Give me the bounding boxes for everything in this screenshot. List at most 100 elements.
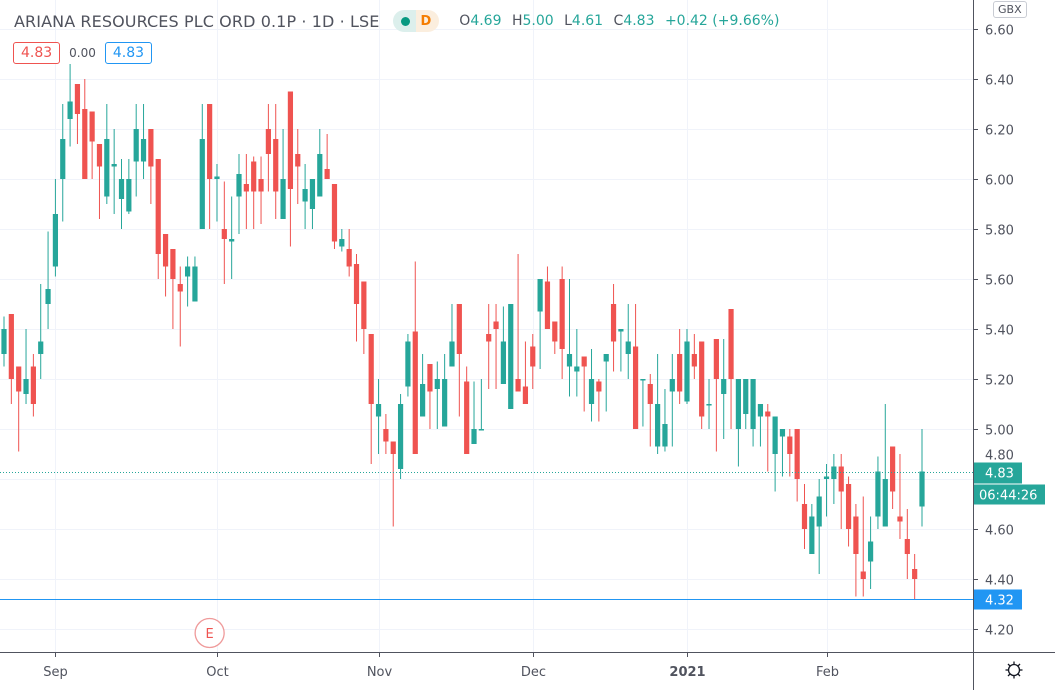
price-tick-label: 6.20 <box>985 124 1014 139</box>
candle-body <box>207 104 213 179</box>
candle-body <box>552 321 558 342</box>
candle-up <box>126 159 132 214</box>
time-axis[interactable]: Sep Oct Nov Dec 2021 Feb <box>43 652 839 680</box>
candle-down <box>596 379 602 422</box>
candle-body <box>1 329 7 354</box>
price-tick-label: 5.80 <box>985 224 1014 239</box>
candle-up <box>662 389 668 452</box>
price-tick-label: 4.20 <box>985 624 1014 639</box>
candle-up <box>185 256 191 307</box>
candle-down <box>794 429 800 502</box>
candle-body <box>89 111 95 142</box>
candle-body <box>699 341 705 417</box>
candle-body <box>530 346 536 367</box>
change-value: +0.42 (+9.66%) <box>664 13 780 29</box>
candle-body <box>8 314 14 379</box>
candle-body <box>706 404 712 406</box>
candle-up <box>574 329 580 397</box>
candle-body <box>258 179 264 192</box>
last-price-label: 4.83 <box>985 467 1014 482</box>
candle-body <box>148 129 154 167</box>
candle-up <box>500 306 506 384</box>
candle-body <box>728 309 734 379</box>
candle-up <box>60 104 66 222</box>
candle-body <box>471 429 477 444</box>
candle-body <box>765 411 771 417</box>
candle-down <box>904 509 910 579</box>
candle-up <box>684 329 690 404</box>
candle-body <box>265 129 271 154</box>
candle-body <box>126 179 132 212</box>
earnings-label: E <box>206 627 214 642</box>
candle-body <box>662 424 668 447</box>
candle-up <box>302 164 308 229</box>
candle-down <box>324 134 330 179</box>
candle-body <box>295 154 301 167</box>
candle-up <box>566 279 573 397</box>
candle-down <box>8 314 14 404</box>
candle-down <box>155 159 161 279</box>
candle-body <box>757 404 764 417</box>
candle-down <box>368 334 374 464</box>
price-axis[interactable]: 4.20 4.40 4.60 4.80 5.00 5.20 5.40 5.60 5.80 6.00… <box>973 24 1014 639</box>
candle-down <box>515 254 521 392</box>
candle-body <box>339 239 345 247</box>
spread-value: 0.00 <box>69 46 96 60</box>
candle-body <box>405 341 411 387</box>
candle-down <box>845 476 852 547</box>
delayed-data-label: D <box>420 13 432 29</box>
candle-body <box>324 169 330 179</box>
candle-down <box>295 129 301 204</box>
candle-up <box>669 354 675 447</box>
candle-down <box>427 364 433 429</box>
candle-up <box>140 104 147 179</box>
earnings-marker[interactable]: E <box>194 617 225 649</box>
open-value: 4.69 <box>470 13 502 29</box>
candle-down <box>559 266 565 379</box>
candle-body <box>67 101 73 119</box>
price-tick-label: 5.00 <box>985 424 1014 439</box>
candle-up <box>309 179 316 229</box>
candle-body <box>603 354 609 362</box>
horizontal-line-label: 4.32 <box>985 594 1014 609</box>
candle-body <box>214 176 220 179</box>
candle-body <box>816 496 822 527</box>
candle-down <box>787 429 793 477</box>
candle-body <box>420 384 426 417</box>
candle-down <box>353 254 360 342</box>
candle-body <box>853 516 859 554</box>
candle-up <box>236 154 242 234</box>
candle-down <box>170 249 176 329</box>
currency-label[interactable]: GBX <box>993 1 1027 18</box>
candle-up <box>280 129 286 219</box>
candle-down <box>860 496 866 597</box>
gear-icon[interactable] <box>1004 660 1024 680</box>
candle-body <box>640 379 646 381</box>
candle-up <box>508 304 514 409</box>
candle-body <box>390 441 396 454</box>
candle-down <box>647 374 653 447</box>
close-value: 4.83 <box>623 13 655 29</box>
candle-body <box>236 174 242 197</box>
candle-down <box>148 129 154 204</box>
candle-body <box>838 466 844 492</box>
candle-body <box>647 384 653 404</box>
candle-body <box>537 279 543 312</box>
ohlc-values: O4.69 H5.00 L4.61 C4.83 +0.42 (+9.66%) <box>459 13 785 29</box>
sell-price-button[interactable]: 4.83 <box>13 42 61 64</box>
candle-body <box>691 354 697 367</box>
candle-body <box>302 189 308 202</box>
price-tick-label: 6.00 <box>985 174 1014 189</box>
candle-down <box>221 181 227 284</box>
buy-price-button[interactable]: 4.83 <box>104 42 153 64</box>
symbol-title[interactable]: ARIANA RESOURCES PLC ORD 0.1P · 1D · LSE <box>14 11 380 31</box>
candle-down <box>912 554 918 599</box>
candle-up <box>133 104 139 197</box>
candle-up <box>537 279 543 369</box>
candle-body <box>199 139 205 229</box>
candle-up <box>816 479 822 574</box>
candle-body <box>155 159 161 254</box>
market-status-badge[interactable]: D <box>393 10 440 32</box>
candle-down <box>265 104 271 192</box>
